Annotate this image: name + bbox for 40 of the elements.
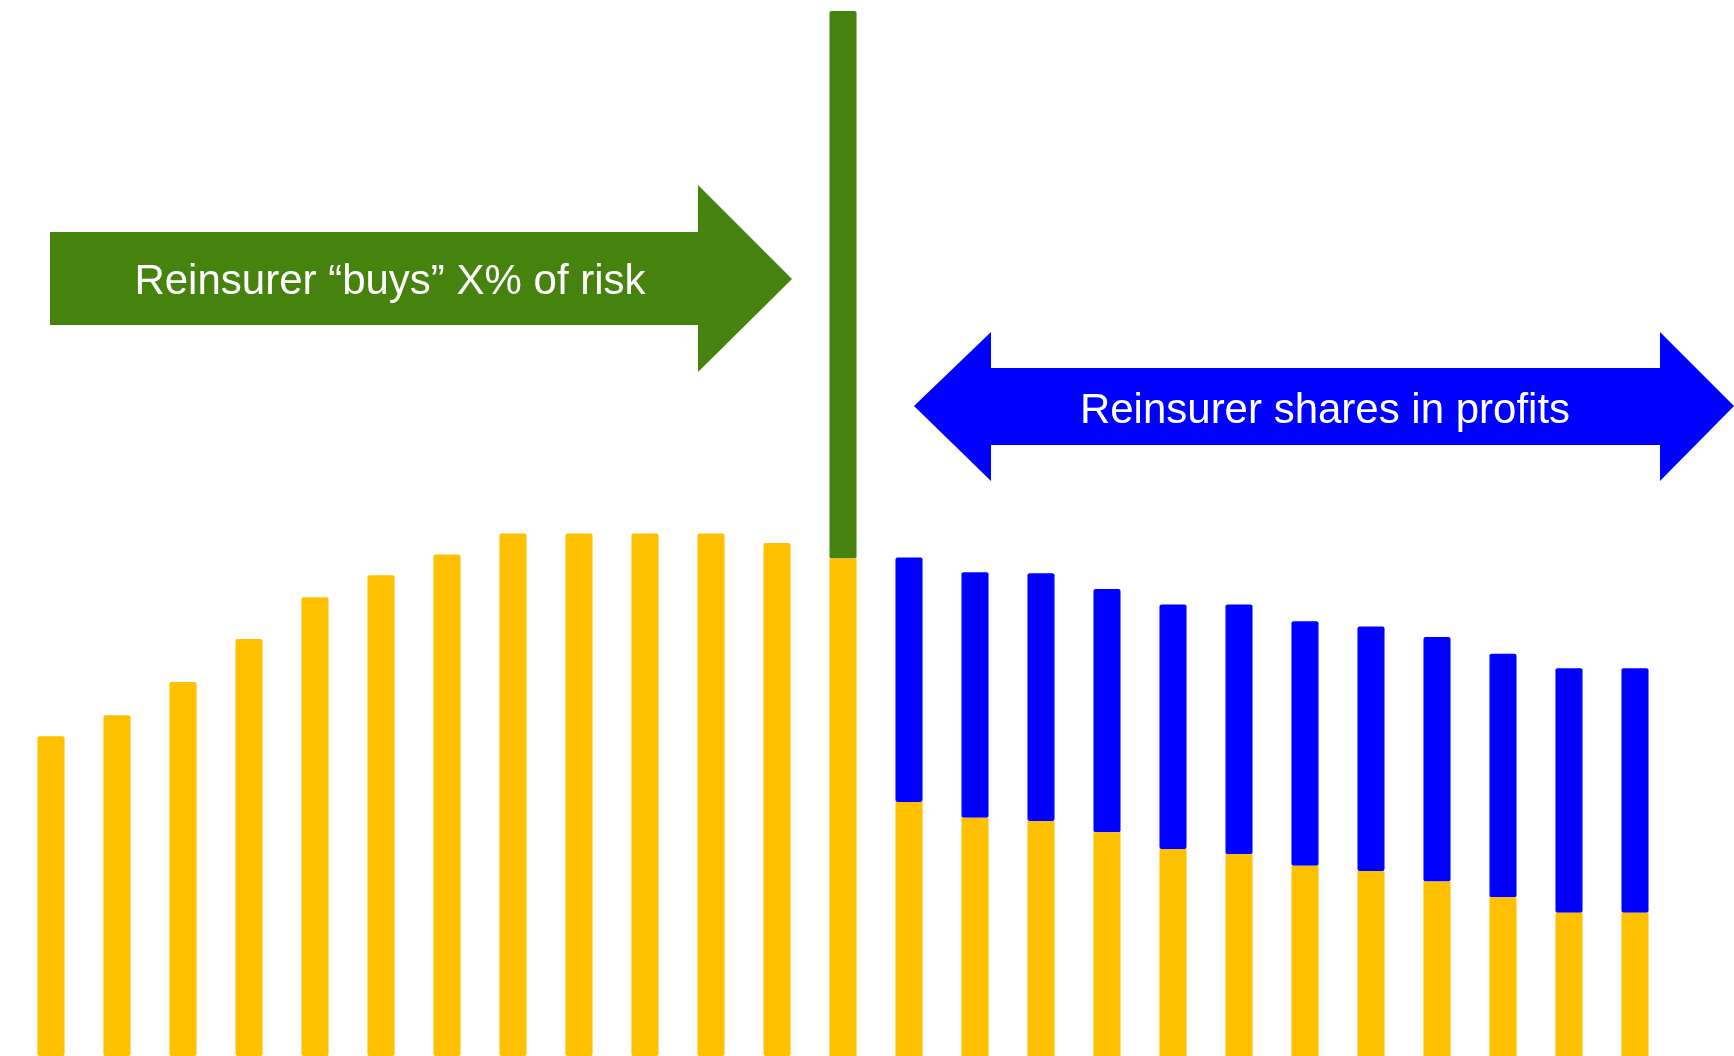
bar xyxy=(1621,668,1649,913)
bar xyxy=(1489,653,1517,898)
bar xyxy=(1357,626,1385,872)
bar xyxy=(697,533,725,1056)
bar xyxy=(1159,604,1187,850)
bar xyxy=(37,736,65,1056)
bar xyxy=(1225,604,1253,855)
bar xyxy=(763,542,791,1056)
bar xyxy=(367,575,395,1056)
bar xyxy=(1225,854,1253,1056)
bar xyxy=(1159,849,1187,1056)
bar xyxy=(895,802,923,1056)
annotation: Reinsurer “buys” X% of risk xyxy=(134,256,646,304)
bar xyxy=(1093,832,1121,1056)
bar xyxy=(499,533,527,1056)
bar xyxy=(1555,912,1583,1056)
bar xyxy=(1027,573,1055,821)
bar xyxy=(1291,865,1319,1056)
annotation: Reinsurer shares in profits xyxy=(1079,385,1571,433)
bar xyxy=(565,533,593,1056)
bar xyxy=(829,11,857,559)
bar xyxy=(1555,668,1583,913)
bar xyxy=(103,715,131,1056)
bar xyxy=(1621,912,1649,1056)
bar xyxy=(1027,820,1055,1056)
bar xyxy=(1423,881,1451,1056)
bar xyxy=(1093,588,1121,833)
bar xyxy=(433,554,461,1056)
bar xyxy=(961,572,989,818)
bar xyxy=(1357,871,1385,1056)
bar xyxy=(301,597,329,1056)
bar xyxy=(235,639,263,1056)
bar xyxy=(829,558,857,1056)
bar xyxy=(1489,897,1517,1056)
bar xyxy=(961,817,989,1056)
bar xyxy=(169,681,197,1056)
bar xyxy=(895,557,923,803)
bar xyxy=(1291,621,1319,866)
bar xyxy=(1423,636,1451,882)
bar xyxy=(631,533,659,1056)
